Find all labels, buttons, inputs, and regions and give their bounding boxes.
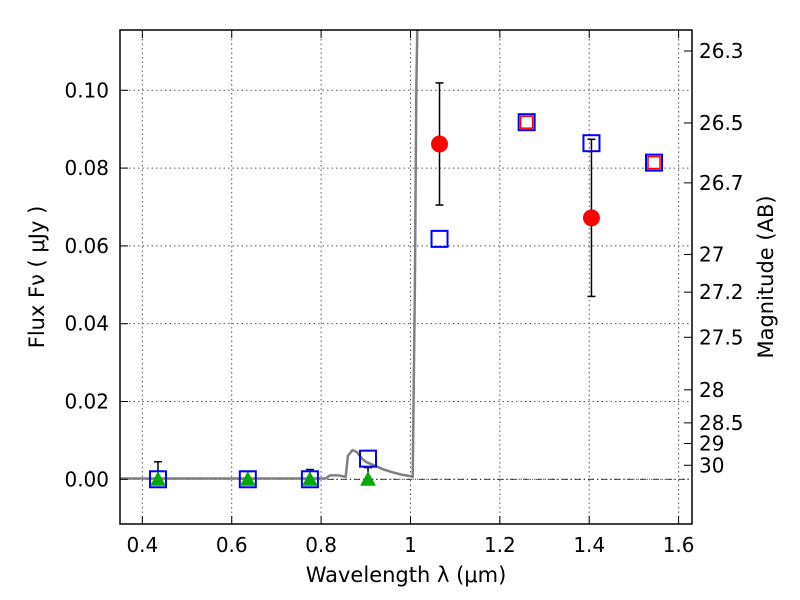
y-tick-label: 0.00 (64, 467, 109, 491)
detection-point (582, 209, 600, 227)
plot-frame (119, 29, 693, 525)
right-tick-label: 26.5 (699, 111, 744, 135)
x-tick-label: 1 (404, 533, 417, 557)
x-axis-label: Wavelength λ (μm) (306, 563, 507, 587)
x-tick-label: 0.8 (305, 533, 337, 557)
right-tick-label: 27 (699, 242, 724, 266)
detection-point (431, 135, 449, 153)
y-tick-label: 0.10 (64, 78, 109, 102)
grid (120, 30, 692, 524)
model-flux-square (359, 449, 378, 468)
sed-model-line (120, 30, 419, 480)
y-tick-label: 0.04 (64, 312, 109, 336)
x-tick-label: 1.4 (573, 533, 605, 557)
y-axis-label: Flux Fν ( μJy ) (25, 206, 49, 349)
y-tick-label: 0.06 (64, 234, 109, 258)
x-tick-label: 0.6 (216, 533, 248, 557)
right-tick-label: 29 (699, 431, 724, 455)
upper-limit-triangle (360, 471, 376, 486)
model-flux-square (430, 229, 449, 248)
y-tick-label: 0.02 (64, 389, 109, 413)
right-tick-label: 26.7 (699, 171, 744, 195)
right-tick-label: 27.5 (699, 325, 744, 349)
right-axis-label: Magnitude (AB) (754, 195, 778, 358)
x-tick-label: 0.4 (126, 533, 158, 557)
upper-limit-triangle (239, 471, 256, 486)
data-series (120, 30, 664, 489)
y-tick-label: 0.08 (64, 156, 109, 180)
photometry-square (647, 155, 661, 170)
axis-ticks: 0.4 0.6 0.8 1 1.2 1.4 1.6 0.00 0.02 0.04 0.06 0.08 0… (64, 30, 744, 557)
upper-limit-triangle (302, 471, 318, 486)
right-tick-label: 28.5 (699, 411, 744, 435)
photometry-square (519, 115, 534, 129)
right-tick-label: 27.2 (699, 280, 744, 304)
model-flux-square (645, 153, 664, 172)
x-tick-label: 1.2 (484, 533, 516, 557)
right-tick-label: 30 (699, 453, 724, 477)
right-tick-label: 26.3 (699, 39, 744, 63)
x-tick-label: 1.6 (663, 533, 695, 557)
upper-limit-triangle (150, 471, 166, 486)
right-tick-label: 28 (699, 378, 724, 402)
model-flux-square (517, 113, 536, 132)
